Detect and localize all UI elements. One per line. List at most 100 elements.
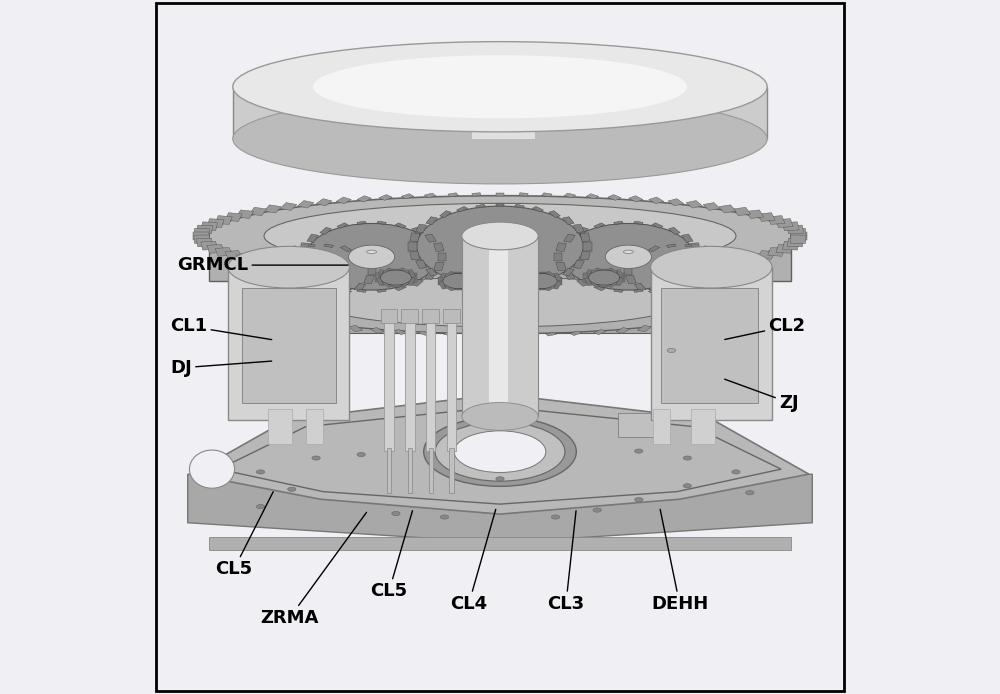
Polygon shape bbox=[546, 332, 556, 336]
Polygon shape bbox=[782, 242, 799, 250]
Ellipse shape bbox=[551, 515, 560, 519]
Polygon shape bbox=[614, 221, 623, 224]
FancyBboxPatch shape bbox=[209, 537, 791, 550]
Polygon shape bbox=[682, 234, 693, 242]
FancyBboxPatch shape bbox=[408, 448, 412, 493]
Polygon shape bbox=[310, 320, 325, 328]
Polygon shape bbox=[454, 272, 463, 273]
Polygon shape bbox=[528, 286, 537, 291]
FancyBboxPatch shape bbox=[489, 236, 508, 416]
Polygon shape bbox=[626, 257, 636, 266]
Polygon shape bbox=[438, 277, 442, 285]
Polygon shape bbox=[298, 201, 314, 208]
Polygon shape bbox=[691, 278, 706, 287]
Polygon shape bbox=[463, 271, 472, 276]
Ellipse shape bbox=[357, 452, 365, 457]
Polygon shape bbox=[616, 278, 624, 286]
Polygon shape bbox=[307, 234, 318, 242]
Text: GRMCL: GRMCL bbox=[177, 256, 348, 274]
Ellipse shape bbox=[683, 484, 692, 488]
Polygon shape bbox=[626, 275, 636, 284]
Polygon shape bbox=[196, 225, 213, 234]
Ellipse shape bbox=[349, 245, 395, 269]
Ellipse shape bbox=[632, 246, 729, 295]
Ellipse shape bbox=[526, 273, 557, 289]
FancyBboxPatch shape bbox=[242, 288, 336, 403]
Polygon shape bbox=[287, 289, 299, 296]
Polygon shape bbox=[790, 235, 806, 244]
Ellipse shape bbox=[228, 246, 349, 288]
Polygon shape bbox=[476, 285, 486, 289]
Polygon shape bbox=[424, 193, 436, 198]
Polygon shape bbox=[726, 308, 741, 316]
Polygon shape bbox=[265, 275, 275, 284]
Ellipse shape bbox=[588, 270, 620, 285]
Polygon shape bbox=[537, 272, 546, 273]
Polygon shape bbox=[564, 274, 576, 279]
Polygon shape bbox=[514, 204, 524, 208]
Polygon shape bbox=[287, 246, 299, 252]
Polygon shape bbox=[400, 282, 410, 287]
Polygon shape bbox=[563, 268, 574, 276]
Polygon shape bbox=[634, 289, 643, 292]
Polygon shape bbox=[553, 273, 562, 281]
Polygon shape bbox=[733, 291, 747, 299]
Ellipse shape bbox=[732, 470, 740, 474]
Polygon shape bbox=[375, 273, 380, 282]
Polygon shape bbox=[382, 282, 392, 287]
Polygon shape bbox=[416, 224, 427, 232]
Polygon shape bbox=[357, 196, 371, 202]
Text: CL4: CL4 bbox=[450, 509, 496, 613]
Polygon shape bbox=[324, 244, 334, 248]
Polygon shape bbox=[457, 281, 468, 287]
Polygon shape bbox=[546, 271, 556, 276]
Polygon shape bbox=[444, 268, 454, 271]
FancyBboxPatch shape bbox=[443, 309, 460, 323]
Polygon shape bbox=[273, 251, 285, 258]
Polygon shape bbox=[382, 268, 392, 273]
Polygon shape bbox=[376, 269, 384, 278]
Polygon shape bbox=[738, 301, 751, 310]
Ellipse shape bbox=[462, 222, 538, 250]
Polygon shape bbox=[634, 221, 643, 224]
Polygon shape bbox=[448, 193, 459, 197]
Polygon shape bbox=[686, 264, 702, 271]
Text: CL5: CL5 bbox=[370, 511, 412, 600]
Polygon shape bbox=[376, 278, 384, 286]
Polygon shape bbox=[580, 233, 590, 242]
Polygon shape bbox=[668, 279, 680, 286]
Polygon shape bbox=[564, 193, 576, 198]
Polygon shape bbox=[434, 262, 444, 271]
Polygon shape bbox=[608, 271, 621, 278]
FancyBboxPatch shape bbox=[651, 267, 772, 420]
Polygon shape bbox=[624, 266, 632, 275]
Polygon shape bbox=[370, 328, 384, 333]
Polygon shape bbox=[236, 210, 254, 219]
Polygon shape bbox=[370, 271, 384, 276]
Polygon shape bbox=[546, 268, 556, 271]
Polygon shape bbox=[349, 272, 363, 278]
Ellipse shape bbox=[593, 508, 601, 512]
FancyBboxPatch shape bbox=[209, 236, 791, 281]
Polygon shape bbox=[776, 244, 793, 253]
Ellipse shape bbox=[417, 206, 583, 287]
Polygon shape bbox=[306, 244, 315, 248]
Ellipse shape bbox=[667, 348, 676, 353]
Polygon shape bbox=[583, 242, 592, 251]
Polygon shape bbox=[541, 193, 552, 197]
Polygon shape bbox=[648, 289, 660, 296]
Polygon shape bbox=[408, 242, 417, 251]
Polygon shape bbox=[336, 197, 351, 204]
Polygon shape bbox=[521, 277, 526, 285]
Polygon shape bbox=[694, 253, 703, 261]
Polygon shape bbox=[294, 278, 309, 287]
Ellipse shape bbox=[271, 246, 368, 295]
Polygon shape bbox=[264, 259, 281, 267]
Polygon shape bbox=[705, 314, 720, 323]
FancyBboxPatch shape bbox=[233, 87, 767, 139]
Text: CL3: CL3 bbox=[547, 511, 584, 613]
Polygon shape bbox=[532, 281, 543, 287]
FancyBboxPatch shape bbox=[449, 448, 454, 493]
Polygon shape bbox=[564, 271, 575, 280]
Polygon shape bbox=[263, 266, 271, 275]
